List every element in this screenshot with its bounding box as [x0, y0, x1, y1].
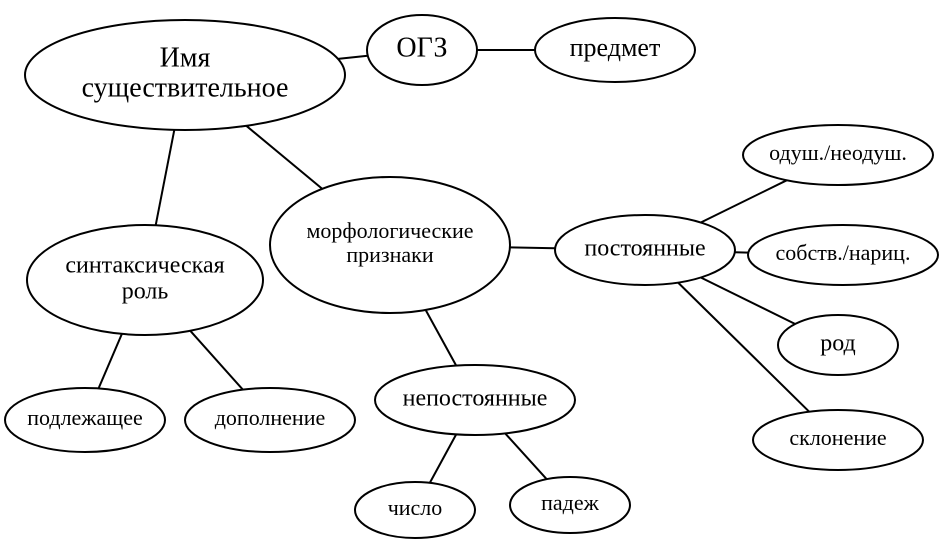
node-nepost: непостоянные: [375, 365, 575, 435]
node-root: Имясуществительное: [25, 20, 345, 130]
edge-morph-nepost: [426, 310, 457, 366]
node-odush: одуш./неодуш.: [743, 125, 933, 185]
edge-post-odush: [701, 180, 787, 222]
edge-syntax-dopol: [190, 331, 243, 390]
node-dopol-label: дополнение: [215, 405, 326, 430]
edge-nepost-chislo: [430, 434, 456, 483]
node-predmet-label: предмет: [570, 33, 661, 62]
edge-nepost-padezh: [505, 433, 547, 479]
node-sobstv-label: собств./нариц.: [776, 240, 911, 265]
edge-morph-post: [510, 247, 555, 248]
edge-post-rod: [701, 278, 795, 325]
node-ogz-label: ОГЗ: [396, 32, 447, 63]
node-nepost-label: непостоянные: [403, 386, 548, 412]
node-predmet: предмет: [535, 18, 695, 82]
node-padezh: падеж: [510, 477, 630, 533]
node-podlezh: подлежащее: [5, 388, 165, 452]
node-syntax-label: синтаксическая: [65, 253, 224, 279]
concept-map: Имясуществительное ОГЗ предмет синтаксическ…: [0, 0, 943, 551]
node-rod: род: [778, 315, 898, 375]
node-sklon: склонение: [753, 410, 923, 470]
node-root-label: существительное: [82, 73, 289, 104]
node-podlezh-label: подлежащее: [27, 405, 143, 430]
node-chislo: число: [355, 482, 475, 538]
node-rod-label: род: [820, 331, 856, 357]
node-root-label: Имя: [160, 42, 211, 73]
node-post-label: постоянные: [584, 236, 705, 262]
edge-root-morph: [246, 126, 322, 189]
node-sobstv: собств./нариц.: [748, 225, 938, 285]
node-sklon-label: склонение: [789, 425, 886, 450]
edge-syntax-podlezh: [99, 334, 122, 389]
edge-root-syntax: [156, 130, 175, 225]
node-morph-label: признаки: [346, 242, 433, 267]
nodes-layer: Имясуществительное ОГЗ предмет синтаксическ…: [5, 15, 938, 538]
node-morph: морфологическиепризнаки: [270, 177, 510, 313]
node-ogz: ОГЗ: [367, 15, 477, 85]
node-padezh-label: падеж: [541, 490, 599, 515]
node-syntax-label: роль: [122, 278, 169, 304]
edge-root-ogz: [338, 56, 368, 59]
node-morph-label: морфологические: [306, 218, 473, 243]
node-dopol: дополнение: [185, 388, 355, 452]
node-chislo-label: число: [388, 495, 443, 520]
node-post: постоянные: [555, 215, 735, 285]
node-syntax: синтаксическаяроль: [27, 225, 263, 335]
node-odush-label: одуш./неодуш.: [769, 140, 907, 165]
